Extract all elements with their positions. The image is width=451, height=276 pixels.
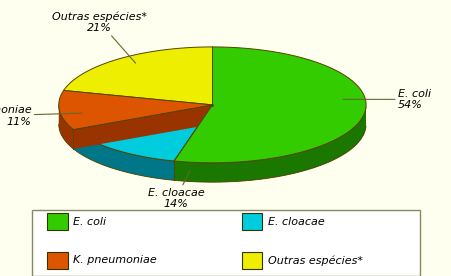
Polygon shape	[59, 105, 73, 149]
Polygon shape	[73, 105, 212, 161]
FancyBboxPatch shape	[47, 213, 68, 230]
Polygon shape	[174, 105, 212, 180]
Polygon shape	[174, 47, 365, 163]
Polygon shape	[174, 105, 212, 180]
Polygon shape	[73, 105, 212, 149]
Text: Outras espécies*
21%: Outras espécies* 21%	[52, 11, 147, 63]
FancyBboxPatch shape	[241, 252, 262, 269]
Text: K. pneumoniae
11%: K. pneumoniae 11%	[0, 105, 82, 127]
Text: Outras espécies*: Outras espécies*	[267, 255, 362, 266]
Text: K. pneumoniae: K. pneumoniae	[73, 255, 156, 265]
Polygon shape	[174, 107, 365, 182]
Ellipse shape	[59, 66, 365, 182]
Polygon shape	[73, 105, 212, 149]
FancyBboxPatch shape	[32, 210, 419, 276]
Text: E. cloacae
14%: E. cloacae 14%	[147, 171, 204, 209]
Text: E. coli
54%: E. coli 54%	[342, 89, 430, 110]
Polygon shape	[59, 91, 212, 129]
Text: E. cloacae: E. cloacae	[267, 217, 324, 227]
FancyBboxPatch shape	[47, 252, 68, 269]
FancyBboxPatch shape	[241, 213, 262, 230]
Polygon shape	[73, 129, 174, 180]
Text: E. coli: E. coli	[73, 217, 106, 227]
Polygon shape	[64, 47, 212, 105]
